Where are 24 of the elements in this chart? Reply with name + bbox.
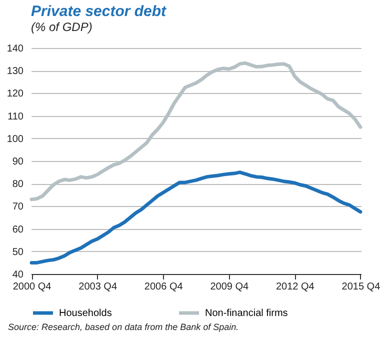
x-tick-label: 2015 Q4 — [342, 282, 381, 292]
line-series — [30, 170, 362, 264]
chart-title: Private sector debt — [31, 3, 168, 20]
source-note: Source: Research, based on data from the Bank of Spain. — [7, 322, 240, 332]
y-tick-label: 70 — [12, 202, 24, 213]
x-tick-label: 2003 Q4 — [78, 282, 118, 292]
legend-label: Households — [59, 308, 112, 319]
y-tick-label: 60 — [12, 224, 24, 236]
x-tick-label: 2012 Q4 — [276, 282, 315, 292]
y-tick-label: 140 — [6, 44, 24, 54]
line-series — [30, 61, 362, 202]
y-tick-label: 130 — [6, 66, 24, 78]
y-tick-label: 40 — [12, 270, 24, 280]
chart-subtitle: (% of GDP) — [31, 20, 92, 34]
x-tick-label: 2009 Q4 — [210, 282, 250, 292]
y-tick-label: 90 — [12, 156, 24, 168]
y-tick-label: 50 — [12, 246, 24, 258]
x-tick-label: 2000 Q4 — [12, 282, 52, 292]
legend-label: Non-financial firms — [205, 308, 288, 319]
y-tick-label: 80 — [12, 179, 24, 190]
x-tick-label: 2006 Q4 — [144, 282, 184, 292]
y-tick-label: 120 — [6, 88, 24, 100]
y-tick-label: 100 — [6, 134, 24, 145]
y-tick-label: 110 — [8, 111, 24, 122]
